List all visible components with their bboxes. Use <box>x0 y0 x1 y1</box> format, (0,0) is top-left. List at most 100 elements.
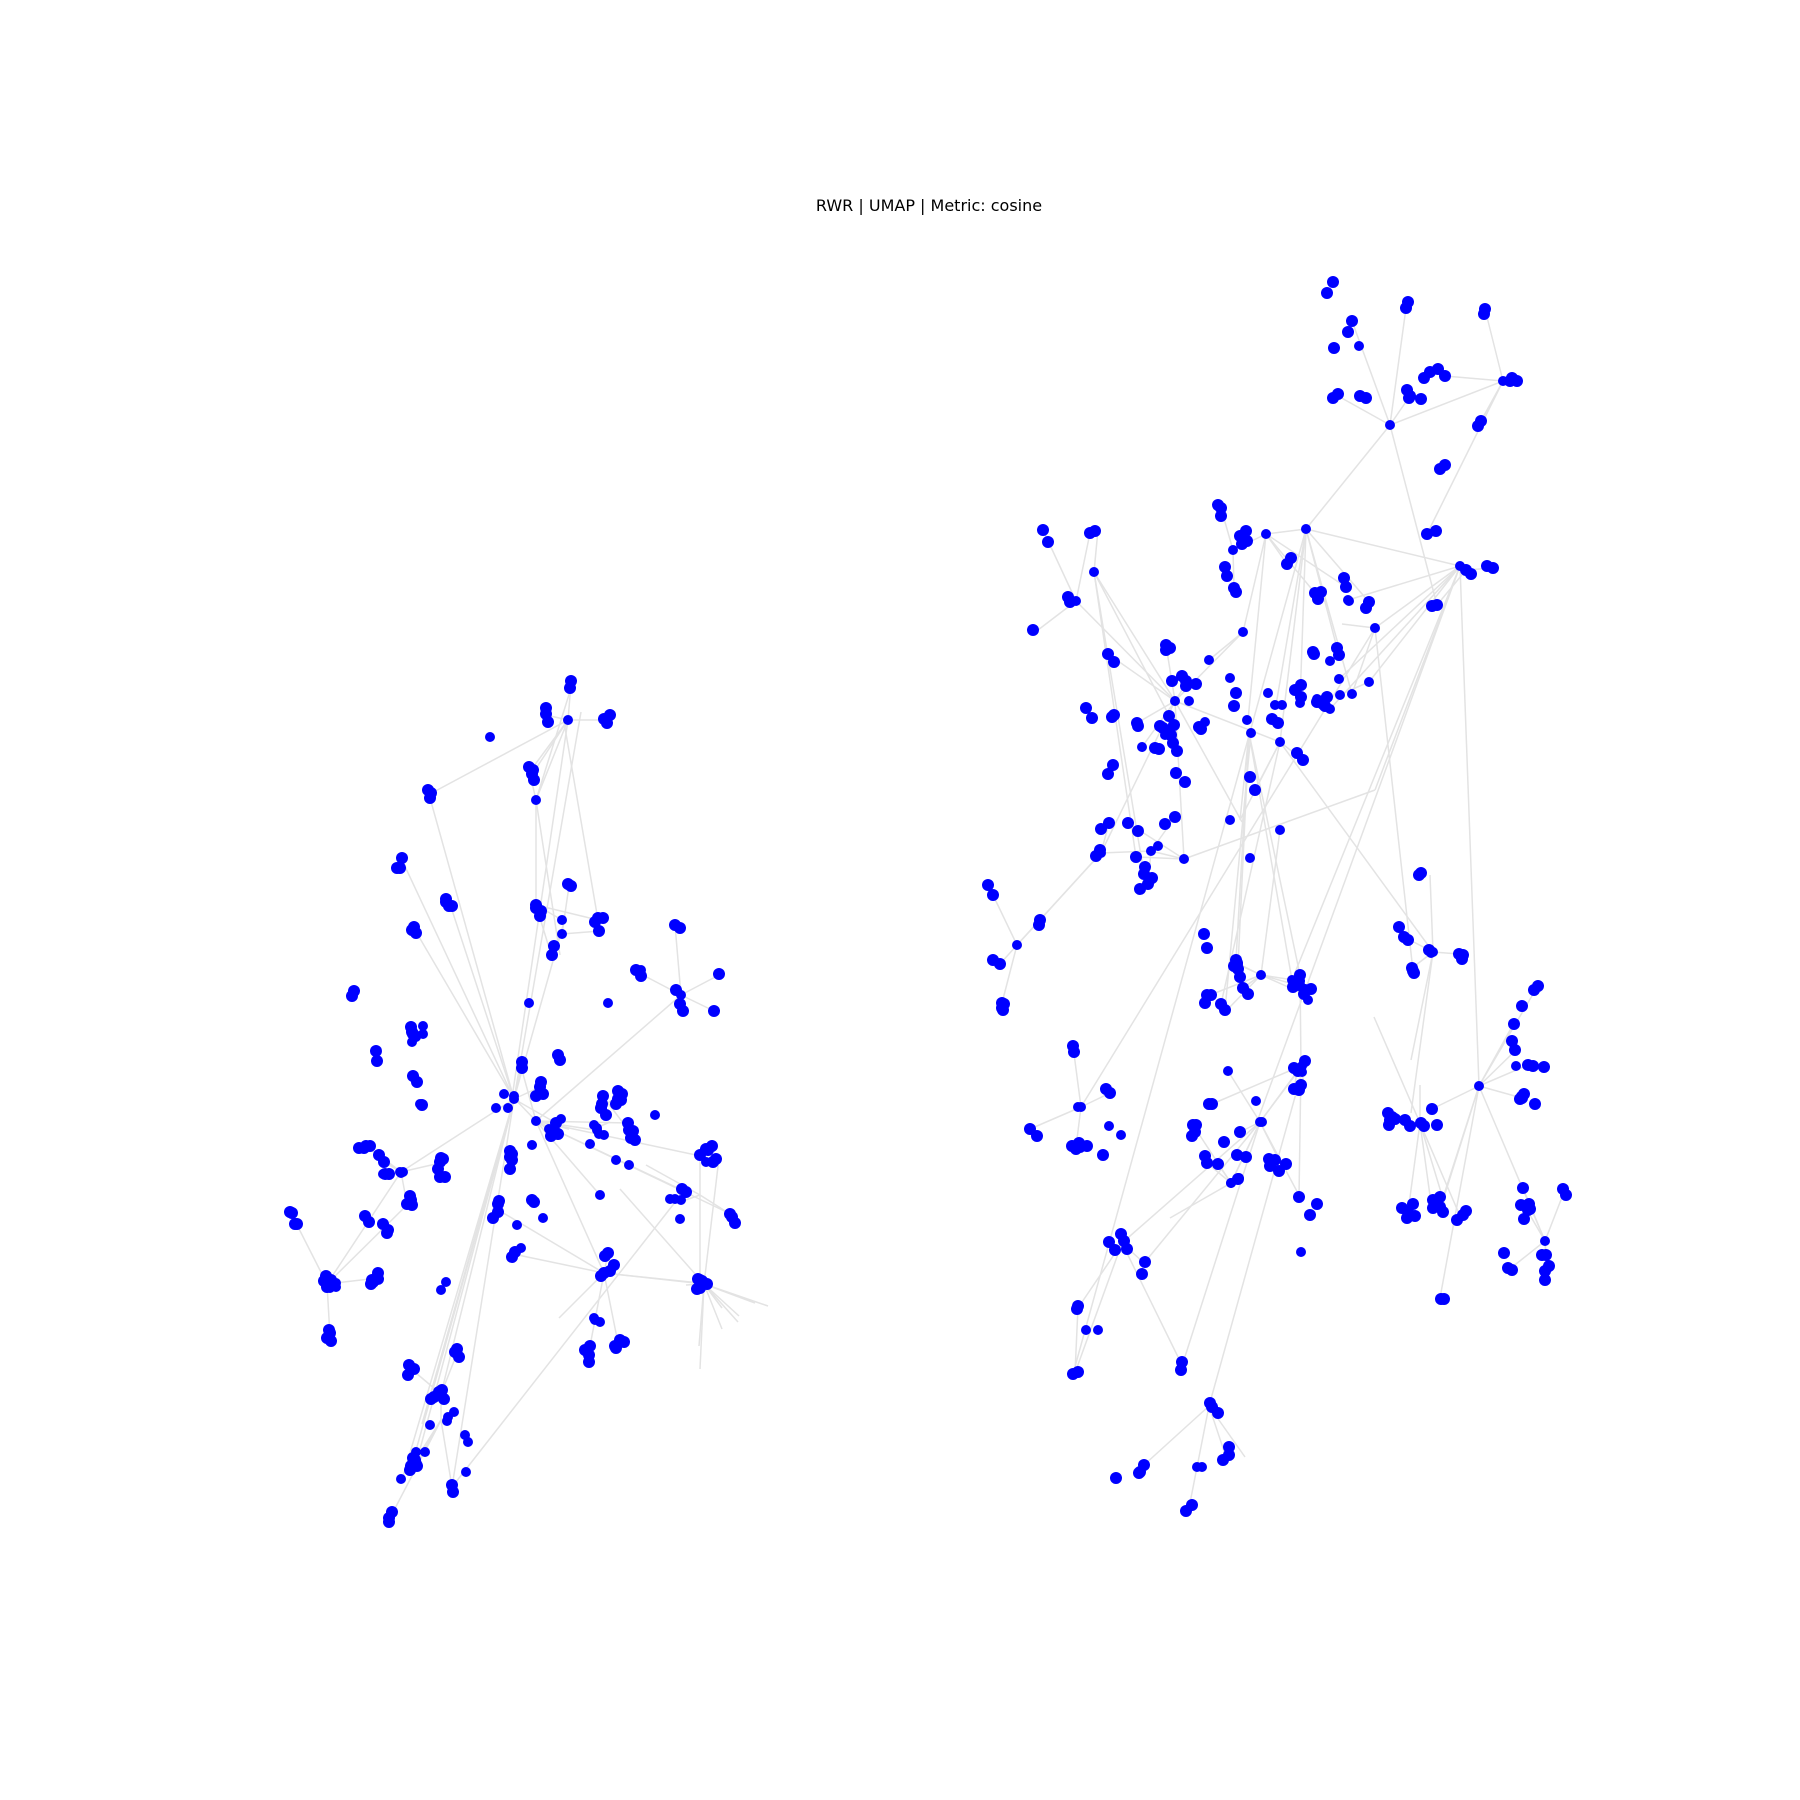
graph-node <box>443 900 455 912</box>
graph-node <box>1304 1209 1316 1221</box>
graph-edge <box>1248 732 1301 976</box>
graph-hub-node <box>1104 1121 1114 1131</box>
graph-edge <box>1093 571 1176 702</box>
graph-node <box>1502 1262 1514 1274</box>
graph-hub-node <box>1228 545 1238 555</box>
graph-node <box>1097 1149 1109 1161</box>
graph-node <box>584 1340 596 1352</box>
graph-edge <box>535 904 599 921</box>
graph-node <box>1089 525 1101 537</box>
graph-node <box>407 1070 419 1082</box>
graph-node <box>1311 696 1323 708</box>
graph-node <box>1509 1044 1521 1056</box>
graph-node <box>1230 586 1242 598</box>
graph-edge <box>680 974 720 996</box>
graph-hub-node <box>1116 1130 1126 1140</box>
graph-node <box>516 1062 528 1074</box>
graph-node <box>1407 1198 1419 1210</box>
graph-node <box>1528 984 1540 996</box>
graph-edge <box>449 903 515 1100</box>
graph-edge <box>1075 600 1176 702</box>
graph-node <box>625 1132 637 1144</box>
graph-node <box>504 1163 516 1175</box>
graph-node <box>1423 944 1435 956</box>
graph-node <box>1472 420 1484 432</box>
graph-node <box>680 1186 692 1198</box>
graph-edge <box>1478 1022 1515 1087</box>
graph-edge <box>1431 1085 1480 1110</box>
graph-node <box>1134 883 1146 895</box>
graph-node <box>1212 499 1224 511</box>
graph-node <box>635 970 647 982</box>
graph-node <box>1203 1098 1215 1110</box>
graph-hub-node <box>676 1195 686 1205</box>
graph-node <box>1460 1205 1472 1217</box>
graph-hub-node <box>461 1467 471 1477</box>
graph-node <box>1538 1061 1550 1073</box>
graph-node <box>1146 872 1158 884</box>
graph-hub-node <box>1347 689 1357 699</box>
graph-node <box>378 1156 390 1168</box>
graph-node <box>1338 572 1350 584</box>
graph-edge <box>703 1157 720 1285</box>
graph-edge <box>1373 1016 1421 1124</box>
graph-edge <box>1150 850 1185 860</box>
graph-node <box>1201 942 1213 954</box>
graph-edge <box>1248 732 1293 981</box>
graph-edge <box>703 1283 723 1330</box>
graph-edge <box>401 1098 515 1481</box>
graph-edge <box>992 894 1018 946</box>
graph-edge <box>1143 1405 1210 1466</box>
graph-hub-node <box>1511 1061 1521 1071</box>
graph-node <box>1434 463 1446 475</box>
graph-node <box>987 889 999 901</box>
graph-hub-node <box>1137 742 1147 752</box>
graph-node <box>1186 1499 1198 1511</box>
graph-node <box>1518 1213 1530 1225</box>
graph-edge <box>535 799 561 956</box>
graph-hub-node <box>509 1091 519 1101</box>
graph-node <box>1297 754 1309 766</box>
graph-node <box>1393 921 1405 933</box>
graph-node <box>540 702 552 714</box>
graph-node <box>1311 1198 1323 1210</box>
graph-node <box>1179 776 1191 788</box>
graph-node <box>1228 700 1240 712</box>
graph-node <box>1360 602 1372 614</box>
graph-edge <box>1183 789 1376 860</box>
graph-node <box>1234 971 1246 983</box>
graph-hub-node <box>1238 627 1248 637</box>
graph-node <box>596 1098 608 1110</box>
graph-hub-node <box>585 1139 595 1149</box>
graph-node <box>1130 851 1142 863</box>
graph-edge <box>427 719 569 796</box>
graph-hub-node <box>589 1313 599 1323</box>
graph-node <box>612 1085 624 1097</box>
graph-edge <box>1208 1405 1226 1455</box>
graph-node <box>1517 1182 1529 1194</box>
graph-node <box>701 1278 713 1290</box>
graph-node <box>360 1140 372 1152</box>
graph-node <box>1154 720 1166 732</box>
graph-edge <box>1016 852 1102 946</box>
graph-node <box>565 880 577 892</box>
graph-hub-node <box>1012 940 1022 950</box>
graph-edge <box>1211 1065 1302 1105</box>
graph-hub-node <box>1263 688 1273 698</box>
graph-node <box>1426 600 1438 612</box>
graph-hub-node <box>1146 846 1156 856</box>
graph-node <box>674 922 686 934</box>
graph-node <box>1149 742 1161 754</box>
graph-hub-node <box>1089 567 1099 577</box>
graph-node <box>1136 1268 1148 1280</box>
graph-edge <box>1510 1240 1546 1269</box>
graph-hub-node <box>527 1140 537 1150</box>
graph-hub-node <box>1385 420 1395 430</box>
graph-node <box>527 764 539 776</box>
graph-node <box>597 912 609 924</box>
graph-node <box>1293 1084 1305 1096</box>
graph-node <box>1342 326 1354 338</box>
graph-node <box>383 1516 395 1528</box>
graph-node <box>1215 510 1227 522</box>
